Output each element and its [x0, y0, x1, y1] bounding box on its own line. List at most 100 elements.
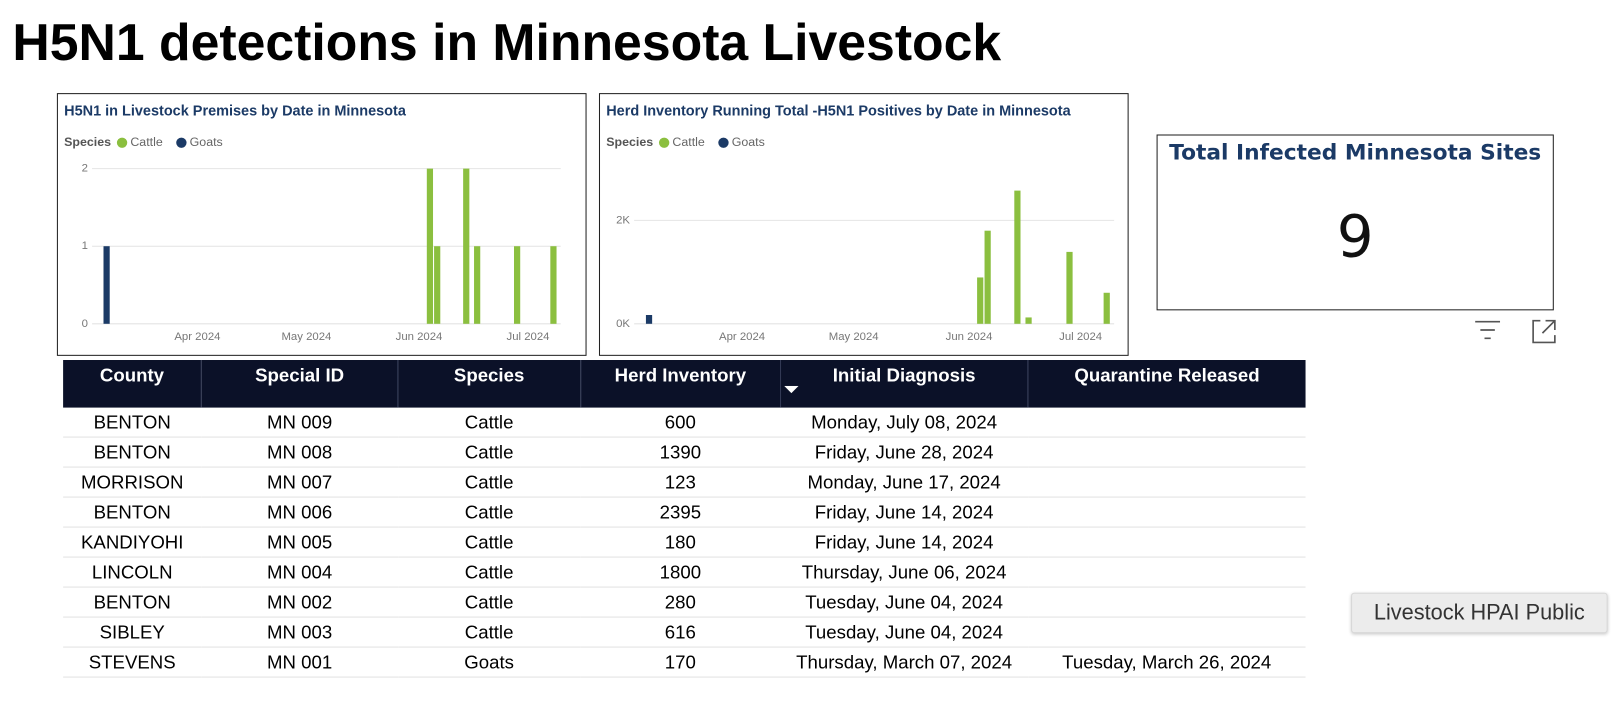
table-cell: MN 004 [201, 557, 398, 588]
table-cell: 170 [580, 647, 781, 678]
column-header[interactable]: Quarantine Released [1027, 360, 1306, 408]
bar [474, 246, 481, 324]
bar [645, 315, 653, 324]
table-row: STEVENS MN 001 Goats 170 Thursday, March 07,… [63, 647, 1306, 678]
chart: Herd Inventory Running Total -H5N1 Posit… [606, 104, 1115, 343]
y-tick-label: 0K [616, 318, 630, 330]
table-cell: Cattle [397, 617, 581, 648]
table-cell: LINCOLN [63, 557, 202, 588]
table-cell: 1390 [580, 437, 781, 468]
table-row: SIBLEY MN 003 Cattle 616 Tuesday, June 04, 2… [63, 617, 1306, 648]
legend-label: Cattle [672, 135, 705, 149]
table-row: BENTON MN 002 Cattle 280 Tuesday, June 04, 2… [63, 587, 1306, 618]
bar [103, 246, 110, 324]
chart-title: H5N1 in Livestock Premises by Date in Mi… [64, 104, 407, 120]
table-row: MORRISON MN 007 Cattle 123 Monday, June 17, … [63, 467, 1306, 498]
x-tick-label: Jun 2024 [396, 331, 443, 343]
bar [463, 168, 470, 324]
bar [550, 246, 557, 324]
column-header[interactable]: Special ID [200, 360, 398, 408]
card-title: Total Infected Minnesota Sites [1169, 139, 1542, 165]
x-tick-label: May 2024 [829, 331, 879, 343]
table-cell: Tuesday, June 04, 2024 [780, 617, 1028, 648]
table-cell: Monday, July 08, 2024 [780, 407, 1028, 438]
table-row: LINCOLN MN 004 Cattle 1800 Thursday, June 06… [63, 557, 1306, 588]
table-cell: MN 003 [201, 617, 398, 648]
table-cell: Friday, June 14, 2024 [780, 527, 1028, 558]
page-title: H5N1 detections in Minnesota Livestock [12, 13, 1002, 72]
table-cell: 616 [580, 617, 781, 648]
focus-mode-icon[interactable] [1530, 319, 1557, 346]
table-cell [1027, 497, 1306, 528]
table-cell: 2395 [580, 497, 781, 528]
chart-title: Herd Inventory Running Total -H5N1 Posit… [606, 104, 1071, 120]
table-cell: 123 [580, 467, 781, 498]
bar [1014, 190, 1021, 324]
table-row: BENTON MN 006 Cattle 2395 Friday, June 14, 2… [63, 497, 1306, 528]
table-cell: BENTON [63, 437, 202, 468]
table-cell: Tuesday, June 04, 2024 [780, 587, 1028, 618]
table-cell: Thursday, June 06, 2024 [780, 557, 1028, 588]
bar [984, 230, 991, 324]
card-value: 9 [1336, 203, 1374, 272]
data-table: County Special ID Species Herd Inventory Ini… [63, 360, 1306, 678]
legend-title: Species [606, 135, 653, 149]
table-row: KANDIYOHI MN 005 Cattle 180 Friday, June 14,… [63, 527, 1306, 558]
table-cell: 1800 [580, 557, 781, 588]
chart-panel: H5N1 in Livestock Premises by Date in Mi… [56, 93, 587, 356]
table-cell: Cattle [397, 587, 581, 618]
column-header[interactable]: Species [397, 360, 581, 408]
x-tick-label: Apr 2024 [719, 331, 765, 343]
x-tick-label: Apr 2024 [174, 331, 220, 343]
table-cell: Cattle [397, 437, 581, 468]
legend-label: Cattle [130, 135, 163, 149]
y-tick-label: 1 [82, 240, 88, 252]
table-cell: MN 009 [201, 407, 398, 438]
bar [1103, 292, 1110, 324]
table-cell: Cattle [397, 527, 581, 558]
x-tick-label: May 2024 [281, 331, 331, 343]
table-row: BENTON MN 008 Cattle 1390 Friday, June 28, 2… [63, 437, 1306, 468]
table-cell: MN 002 [201, 587, 398, 618]
table-cell: Goats [397, 647, 581, 678]
bar [977, 277, 984, 324]
x-tick-label: Jul 2024 [1059, 331, 1102, 343]
kpi-card: Total Infected Minnesota Sites 9 [1156, 134, 1554, 311]
column-header[interactable]: County [63, 360, 202, 408]
chart: H5N1 in Livestock Premises by Date in Mi… [64, 104, 561, 343]
page-tab-button[interactable]: Livestock HPAI Public [1351, 592, 1608, 634]
table-cell: MN 006 [201, 497, 398, 528]
y-tick-label: 0 [82, 318, 88, 330]
table-cell: Cattle [397, 407, 581, 438]
table-cell [1027, 587, 1306, 618]
table-cell: BENTON [63, 407, 202, 438]
sort-indicator[interactable] [784, 385, 799, 394]
table-cell: BENTON [63, 587, 202, 618]
table-cell [1027, 407, 1306, 438]
filter-icon[interactable] [1473, 319, 1502, 342]
table-cell: Friday, June 28, 2024 [780, 437, 1028, 468]
table-cell: MN 005 [201, 527, 398, 558]
column-header[interactable]: Herd Inventory [579, 360, 781, 408]
table-cell: 280 [580, 587, 781, 618]
table-cell: KANDIYOHI [63, 527, 202, 558]
legend-label: Goats [190, 135, 223, 149]
table-cell: 600 [580, 407, 781, 438]
table-cell: BENTON [63, 497, 202, 528]
legend-swatch [116, 137, 128, 148]
legend-swatch [718, 137, 729, 148]
table-cell [1027, 467, 1306, 498]
bar [1025, 317, 1032, 324]
column-header[interactable]: Initial Diagnosis [779, 360, 1028, 408]
table-cell: STEVENS [63, 647, 202, 678]
table-cell: 180 [580, 527, 781, 558]
table-cell [1027, 617, 1306, 648]
chart-panel: Herd Inventory Running Total -H5N1 Posit… [598, 93, 1129, 356]
table-cell: MN 007 [201, 467, 398, 498]
table-cell: Cattle [397, 497, 581, 528]
table-cell: Cattle [397, 557, 581, 588]
table-cell: MN 008 [201, 437, 398, 468]
table-cell: MORRISON [63, 467, 202, 498]
